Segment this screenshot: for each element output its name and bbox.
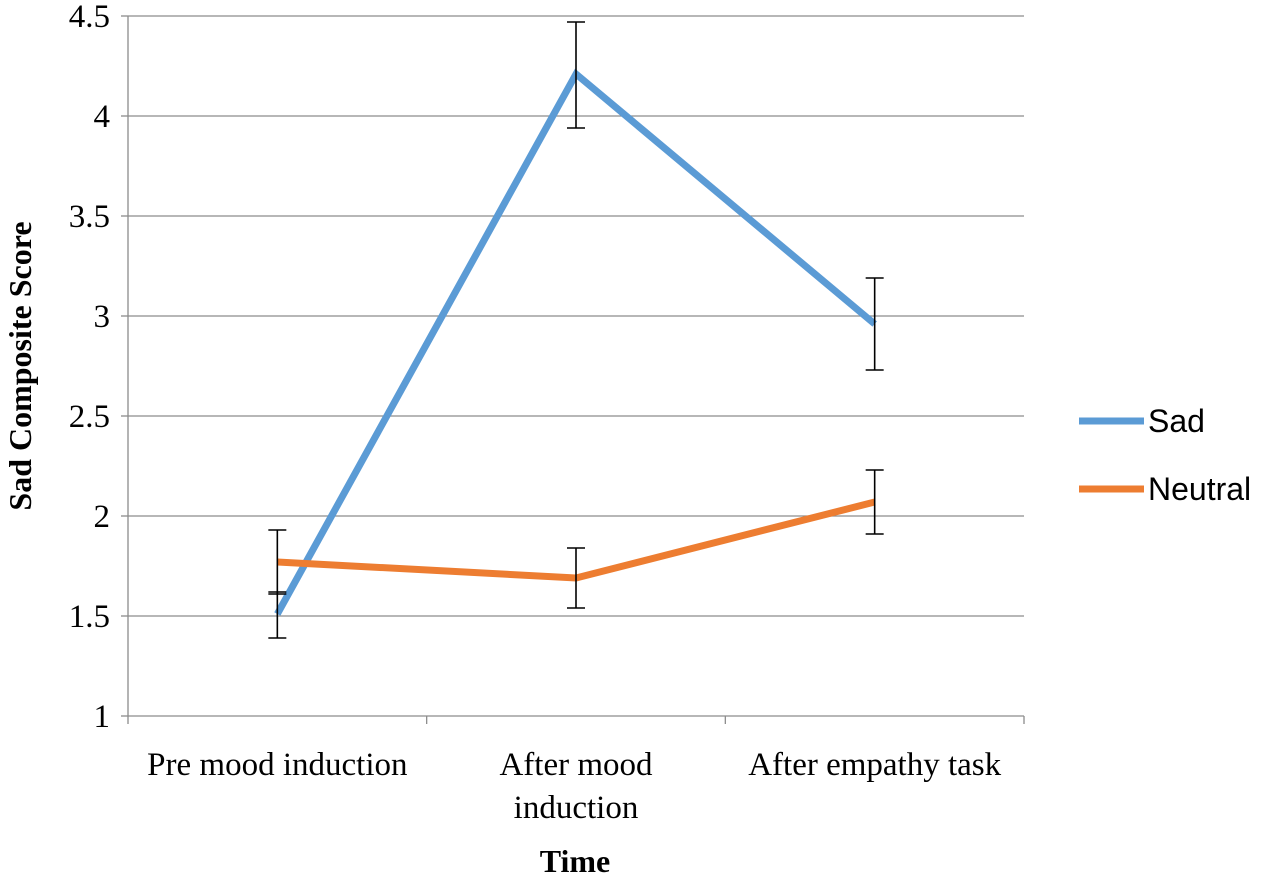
x-category-label: induction bbox=[514, 790, 639, 826]
error-bar bbox=[268, 529, 287, 595]
legend-label: Sad bbox=[1148, 403, 1205, 439]
y-tick-label: 3.5 bbox=[69, 199, 110, 235]
error-bars bbox=[268, 21, 884, 639]
x-category-labels: Pre mood induction After mood induction Aft… bbox=[147, 747, 1001, 826]
legend-label: Neutral bbox=[1148, 471, 1251, 507]
y-axis-title: Sad Composite Score bbox=[2, 221, 38, 510]
series-line-sad bbox=[274, 68, 877, 616]
legend-item-neutral: Neutral bbox=[1079, 471, 1251, 507]
y-tick-label: 2 bbox=[94, 499, 111, 535]
y-tick-label: 2.5 bbox=[69, 399, 110, 435]
y-tick-label: 4 bbox=[94, 99, 111, 135]
legend-item-sad: Sad bbox=[1079, 403, 1205, 439]
x-category-label: After empathy task bbox=[748, 747, 1001, 783]
y-tick-label: 1 bbox=[94, 699, 111, 735]
x-category-label: Pre mood induction bbox=[147, 747, 407, 783]
y-tick-label: 1.5 bbox=[69, 599, 110, 635]
x-axis-title: Time bbox=[540, 843, 611, 879]
y-tick-labels: 1 1.5 2 2.5 3 3.5 4 4.5 bbox=[69, 0, 110, 735]
error-bar bbox=[567, 547, 585, 609]
error-bar bbox=[865, 277, 884, 371]
y-tick-label: 3 bbox=[94, 299, 111, 335]
legend: Sad Neutral bbox=[1079, 403, 1251, 507]
x-category-label: After mood bbox=[499, 747, 653, 783]
error-bar bbox=[567, 21, 585, 129]
y-tick-label: 4.5 bbox=[69, 0, 110, 35]
series-lines bbox=[274, 68, 877, 616]
axes bbox=[121, 15, 1025, 724]
error-bar bbox=[865, 469, 884, 535]
